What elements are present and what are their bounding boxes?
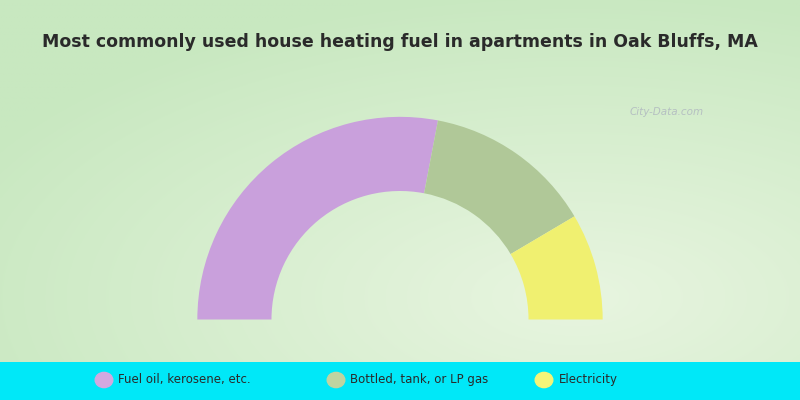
Text: Fuel oil, kerosene, etc.: Fuel oil, kerosene, etc. (118, 374, 251, 386)
Wedge shape (510, 216, 602, 320)
Wedge shape (198, 117, 438, 320)
Ellipse shape (95, 372, 113, 388)
Text: City-Data.com: City-Data.com (630, 107, 704, 117)
Wedge shape (424, 120, 574, 254)
Text: Most commonly used house heating fuel in apartments in Oak Bluffs, MA: Most commonly used house heating fuel in… (42, 33, 758, 51)
Text: Electricity: Electricity (558, 374, 618, 386)
Ellipse shape (327, 372, 345, 388)
Ellipse shape (535, 372, 553, 388)
Text: Bottled, tank, or LP gas: Bottled, tank, or LP gas (350, 374, 489, 386)
